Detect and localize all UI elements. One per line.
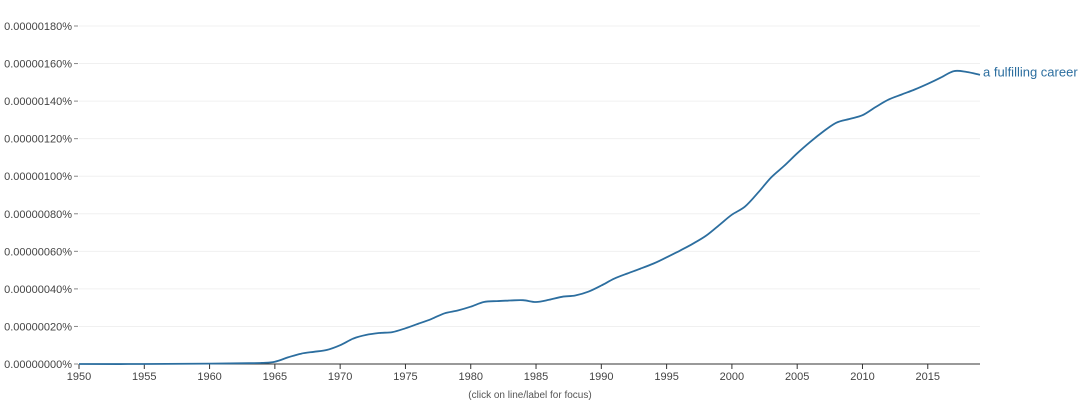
x-tick-label: 1980 (458, 371, 482, 383)
x-tick-label: 1990 (589, 371, 613, 383)
x-tick-label: 2010 (850, 371, 874, 383)
x-tick-label: 1995 (654, 371, 678, 383)
x-tick-label: 1950 (67, 371, 91, 383)
x-tick-label: 1965 (263, 371, 287, 383)
x-tick-label: 2005 (785, 371, 809, 383)
y-tick-label: 0.00000100% (4, 171, 72, 183)
y-tick-label: 0.00000040% (4, 284, 72, 296)
x-tick-label: 1960 (197, 371, 221, 383)
x-tick-label: 1970 (328, 371, 352, 383)
grid-lines (79, 25, 980, 327)
y-tick-label: 0.00000120% (4, 134, 72, 146)
series-line[interactable] (78, 69, 981, 365)
y-tick-label: 0.00000080% (4, 209, 72, 221)
y-tick-label: 0.00000000% (4, 359, 72, 371)
series-group[interactable]: a fulfilling career (78, 65, 1078, 365)
y-axis: 0.00000000% 0.00000020% 0.00000040% 0.00000… (4, 21, 78, 371)
y-tick-label: 0.00000020% (4, 321, 72, 333)
y-tick-label: 0.00000160% (4, 59, 72, 71)
y-tick-label: 0.00000060% (4, 246, 72, 258)
y-tick-label: 0.00000140% (4, 96, 72, 108)
x-tick-label: 2015 (916, 371, 940, 383)
series-label[interactable]: a fulfilling career (983, 65, 1078, 80)
x-tick-label: 1975 (393, 371, 417, 383)
x-tick-label: 1985 (524, 371, 548, 383)
y-tick-label: 0.00000180% (4, 21, 72, 33)
x-axis: 1950 1955 1960 1965 1970 1975 1980 1985 1990 1995… (67, 363, 980, 383)
focus-hint: (click on line/label for focus) (468, 390, 592, 401)
x-tick-label: 2000 (720, 371, 744, 383)
x-tick-label: 1955 (132, 371, 156, 383)
